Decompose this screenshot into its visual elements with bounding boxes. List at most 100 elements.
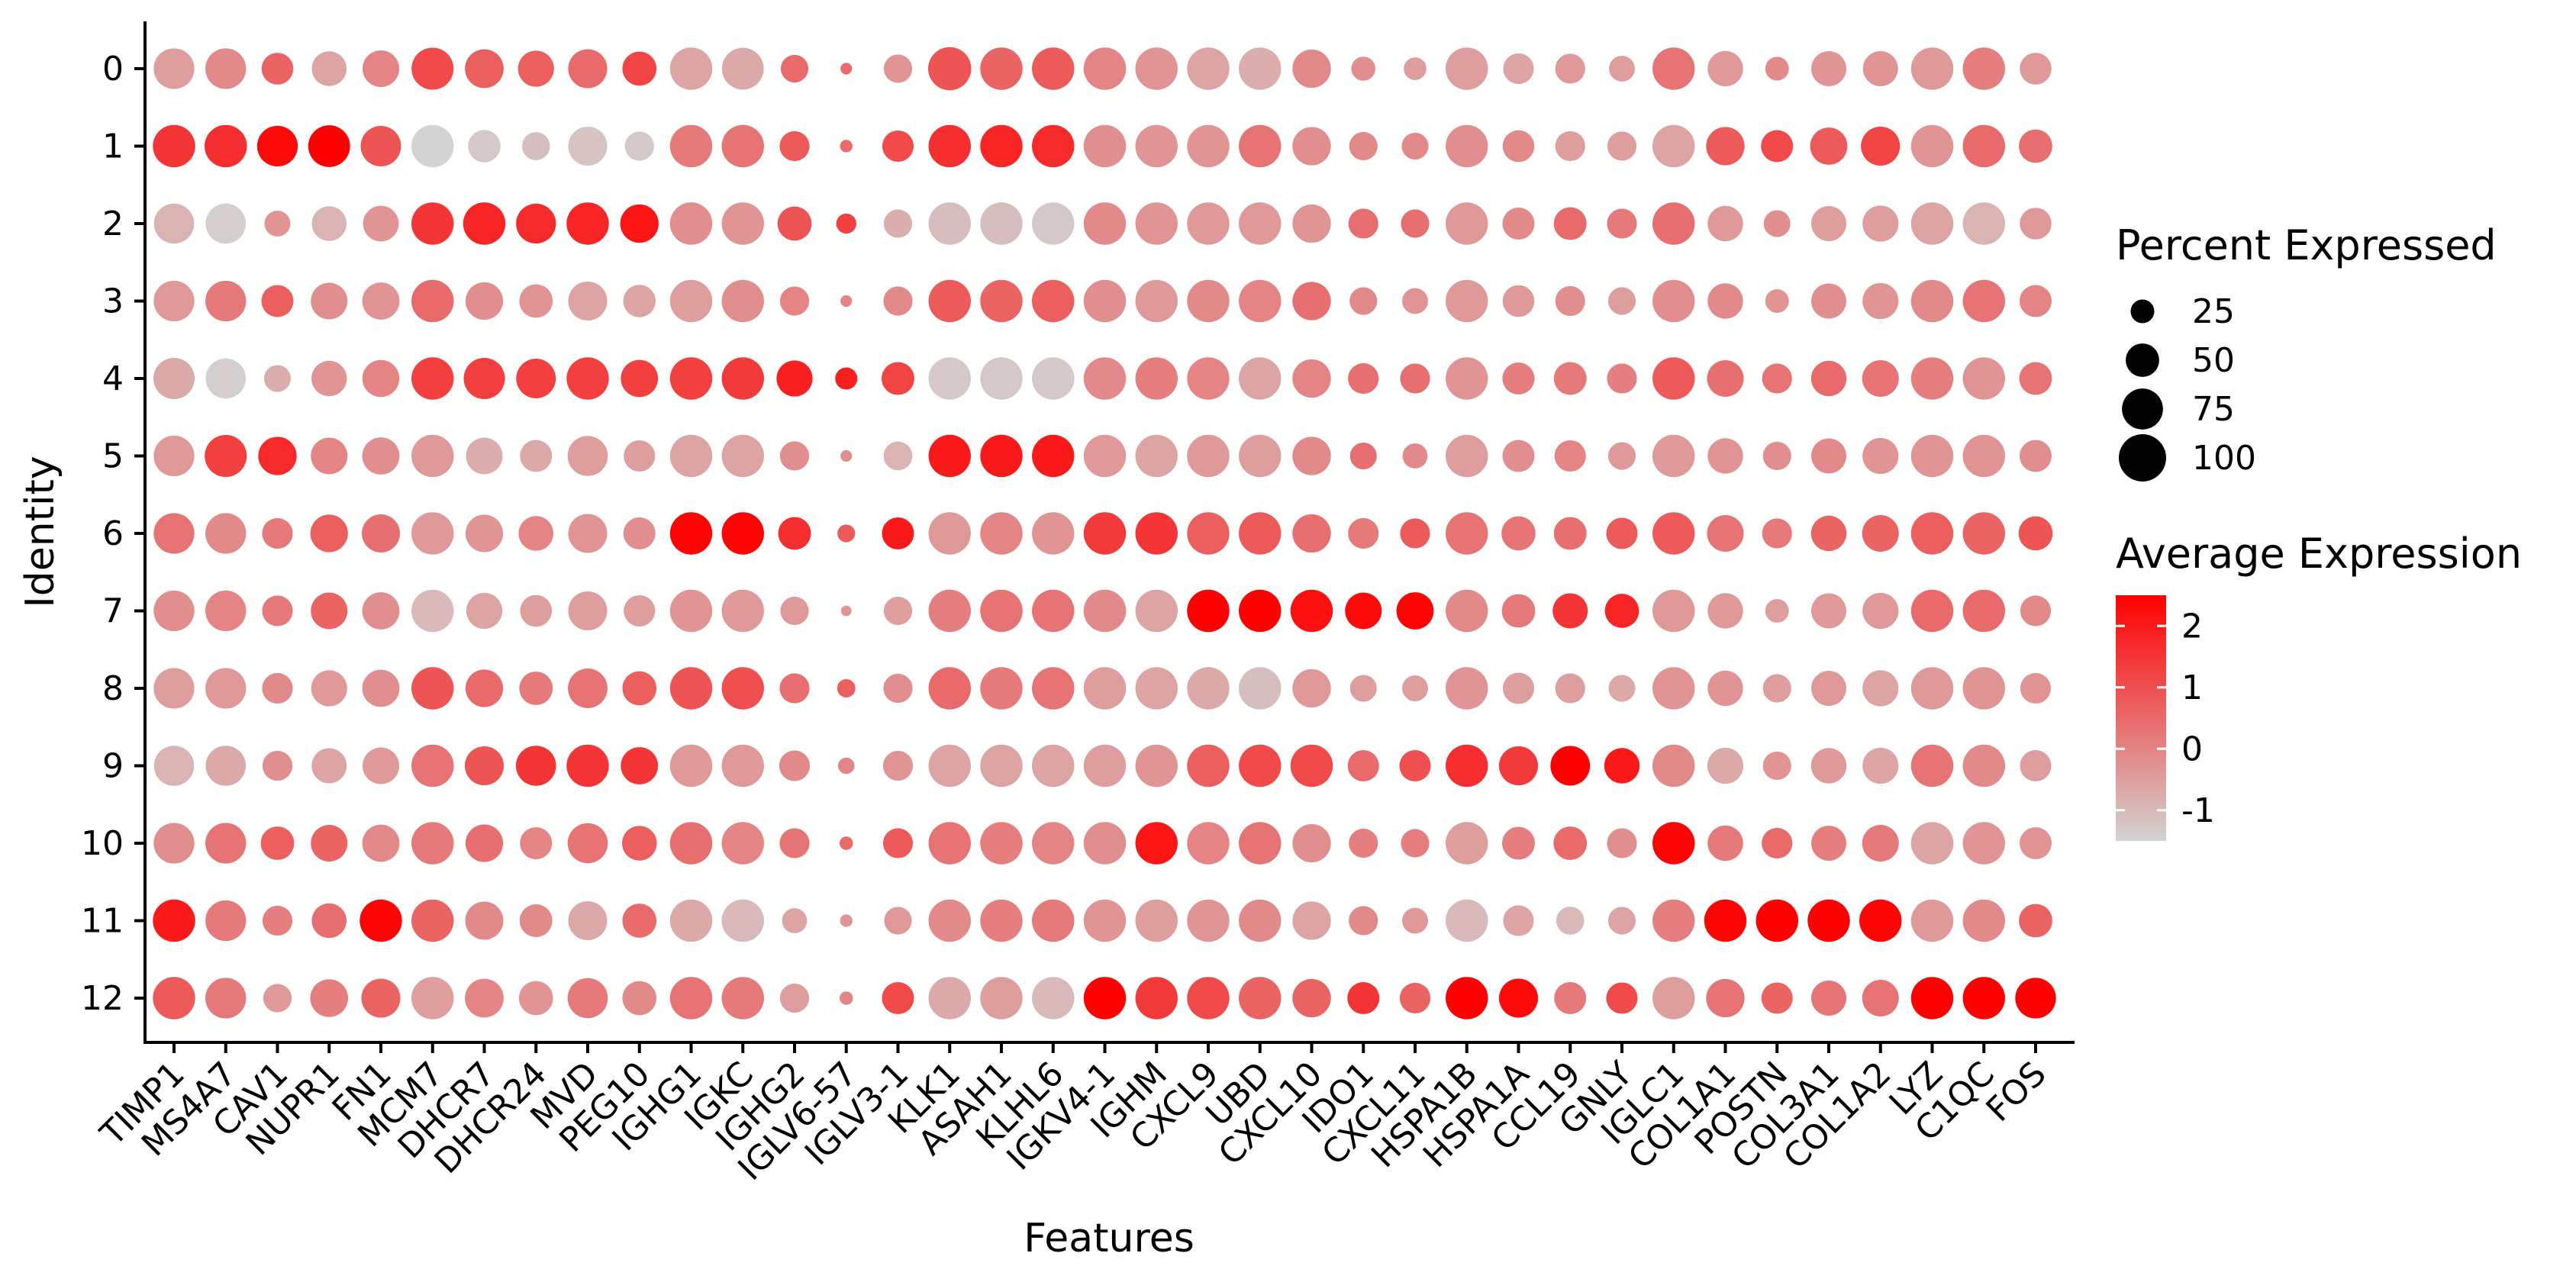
dot-11-C1QC [1962,899,2005,942]
dot-3-IDO1 [1349,287,1378,315]
dot-3-COL3A1 [1811,283,1846,319]
dot-2-KLHL6 [1032,202,1075,245]
dot-3-MVD [568,281,608,321]
dot-5-C1QC [1962,434,2005,478]
dot-8-IGHG2 [779,673,810,704]
dot-0-CXCL9 [1187,47,1230,90]
dot-4-FOS [2019,362,2052,395]
dot-2-IGLC1 [1652,202,1695,245]
dot-7-ASAH1 [980,589,1023,633]
dot-3-IGLV6-57 [840,295,853,308]
dot-6-IGHG2 [778,517,811,550]
dot-5-CXCL10 [1292,436,1331,475]
dot-5-IGKC [721,434,764,478]
dot-11-CXCL11 [1402,907,1428,934]
dot-3-ASAH1 [980,279,1023,323]
dot-1-UBD [1239,124,1282,168]
dot-10-PEG10 [621,826,657,861]
dot-9-PEG10 [621,747,659,784]
dot-0-DHCR24 [517,50,554,87]
dot-10-NUPR1 [311,824,348,862]
dot-9-MVD [566,744,609,788]
dot-8-MCM7 [411,667,454,710]
dot-9-IDO1 [1347,749,1379,782]
x-tick-layer: TIMP1MS4A7CAV1NUPR1FN1MCM7DHCR7DHCR24MVD… [92,1042,2054,1188]
dot-3-TIMP1 [153,280,195,322]
dot-1-IGHG1 [669,124,713,168]
dot-12-PEG10 [622,981,657,1016]
dot-11-IGKC [721,899,764,942]
dot-6-IGLV6-57 [837,524,856,543]
dot-12-CXCL9 [1187,977,1230,1019]
dot-10-FN1 [362,824,400,862]
dot-5-PEG10 [624,440,656,472]
dot-0-IGLV3-1 [883,54,913,83]
dot-9-FOS [2020,749,2052,782]
dot-9-COL3A1 [1810,748,1847,784]
dot-8-HSPA1B [1446,667,1488,710]
dot-8-LYZ [1910,667,1954,710]
dot-1-CXCL11 [1401,132,1429,160]
dot-1-PEG10 [624,131,654,161]
dot-3-IGHG1 [669,279,713,323]
dot-2-COL1A1 [1707,205,1743,242]
dot-8-NUPR1 [311,670,347,707]
dot-8-KLHL6 [1032,667,1075,710]
dot-5-CAV1 [258,436,297,475]
dot-0-KLHL6 [1032,47,1075,90]
dot-7-IGKV4-1 [1083,589,1127,633]
dot-9-IGKV4-1 [1083,744,1127,788]
dot-7-NUPR1 [311,592,348,630]
dot-3-IGHG2 [779,286,810,316]
dot-9-KLHL6 [1032,744,1075,788]
dot-1-IGLV6-57 [840,140,853,153]
dot-8-MS4A7 [205,668,247,709]
dot-9-DHCR24 [515,746,556,786]
dot-10-C1QC [1962,822,2005,865]
dot-8-IGKV4-1 [1083,667,1127,710]
dot-12-IGHG2 [779,983,810,1013]
dot-8-DHCR24 [519,672,553,705]
dot-2-IGHG1 [669,202,713,245]
dot-9-IGHG2 [779,750,811,781]
dot-10-GNLY [1607,828,1637,858]
dot-9-KLK1 [928,744,971,788]
dot-11-NUPR1 [311,903,347,939]
dot-6-IGKC [721,512,764,555]
dot-3-DHCR24 [519,284,553,318]
dot-0-LYZ [1910,47,1954,90]
dot-10-ASAH1 [980,822,1023,865]
dot-2-IGKV4-1 [1083,202,1127,245]
dot-6-UBD [1239,512,1282,555]
dot-12-COL1A1 [1706,978,1745,1018]
dot-4-IGHM [1135,357,1178,400]
dot-1-CXCL9 [1187,124,1230,168]
y-tick-label-12: 12 [81,979,124,1018]
dot-9-C1QC [1962,744,2005,788]
dot-12-FN1 [361,978,401,1018]
dot-1-KLHL6 [1032,124,1075,168]
dot-8-IDO1 [1349,675,1377,702]
y-tick-label-9: 9 [102,747,124,786]
dot-10-POSTN [1762,827,1793,859]
size-legend-dot-75 [2122,388,2163,430]
dot-12-MS4A7 [205,978,247,1019]
dot-3-CCL19 [1555,285,1585,317]
dot-3-UBD [1239,279,1282,323]
dot-7-IDO1 [1345,592,1382,630]
dot-3-FN1 [362,282,400,320]
dot-10-IGKV4-1 [1083,822,1127,865]
dot-2-NUPR1 [311,206,347,241]
dot-9-MS4A7 [205,746,247,786]
dot-8-COL3A1 [1811,671,1846,706]
dot-11-CXCL9 [1187,899,1230,942]
y-tick-label-10: 10 [81,824,124,863]
dot-2-C1QC [1962,202,2005,245]
color-legend-label-0: 0 [2181,730,2203,768]
dot-7-IGHG2 [780,596,809,626]
dot-4-PEG10 [621,359,659,398]
dot-10-COL3A1 [1811,826,1846,861]
dot-3-CXCL9 [1187,279,1230,323]
dot-2-DHCR7 [463,202,506,245]
dot-2-CXCL9 [1187,202,1230,245]
